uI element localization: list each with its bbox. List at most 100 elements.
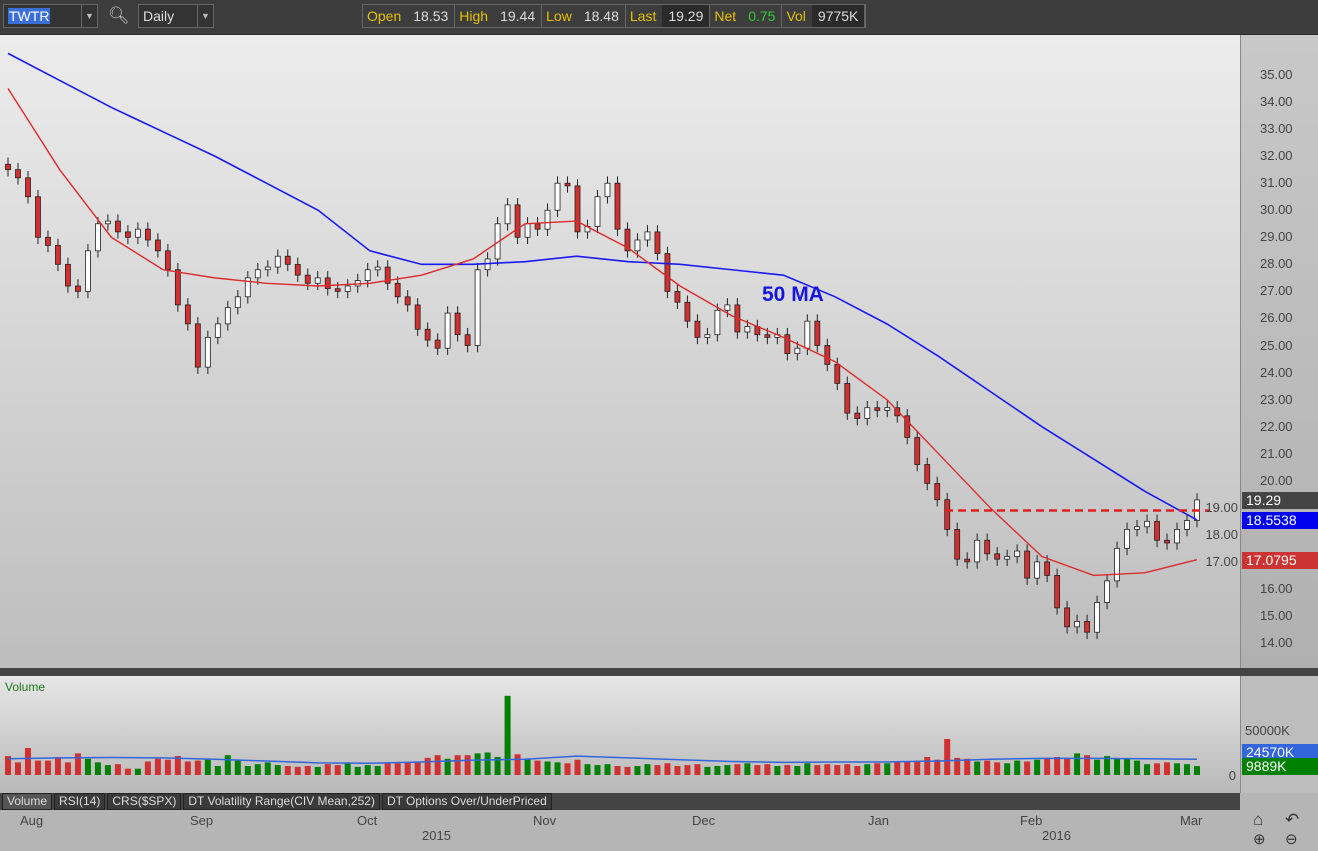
tab-options-priced[interactable]: DT Options Over/UnderPriced [381,793,552,810]
price-tick: 19.00 [1205,499,1238,515]
volume-bar [404,762,411,775]
candle [784,334,791,355]
volume-bar [864,764,871,775]
candle [1014,550,1021,557]
candle [214,323,221,338]
volume-pane-label: Volume [5,680,46,694]
home-icon[interactable]: ⌂ [1253,810,1264,829]
candle [724,304,731,311]
quote-label: Last [629,8,657,24]
candle [534,223,541,230]
candle [1034,561,1041,579]
candle [1104,580,1110,603]
candle [504,204,511,225]
price-tick: 31.00 [1260,175,1293,191]
volume-bar [44,760,51,775]
quote-net: Net 0.75 [710,5,783,27]
candle [1164,539,1170,544]
candle [1084,621,1090,633]
quote-value: 18.53 [413,8,449,24]
candle [374,266,381,271]
price-tick: 25.00 [1260,337,1293,353]
volume-bar [644,764,651,775]
volume-bar [624,766,631,775]
candle [834,364,841,384]
volume-bar [634,766,641,775]
candle [164,250,171,271]
volume-bar [334,765,341,775]
undo-icon[interactable]: ↶ [1285,810,1300,829]
zoom-out-icon[interactable]: ⊖ [1285,831,1298,848]
candle [764,334,771,338]
month-label: Nov [533,813,557,828]
magnifier-icon[interactable]: 🔍︎ [108,6,130,25]
candle [1134,526,1140,530]
price-chart-pane[interactable]: 50 MA [0,35,1240,668]
candle [1054,575,1061,609]
volume-bar [954,757,961,775]
candle [1004,556,1011,560]
volume-bar [884,763,891,775]
volume-bar [184,761,191,775]
candle [714,309,721,336]
candle [414,304,421,330]
volume-bar [494,757,501,775]
volume-bar [104,765,111,775]
volume-bar [1034,759,1041,775]
volume-bar [1124,758,1131,775]
volume-bar [574,759,581,775]
ma20-line [7,88,1198,577]
price-tick: 23.00 [1260,391,1293,407]
volume-bar [214,766,221,775]
volume-bar [134,768,141,775]
ma-annotation: 50 MA [762,283,824,306]
candle [324,277,331,290]
period-dropdown-chevron-icon[interactable]: ▼ [197,5,213,27]
price-tick: 24.00 [1260,364,1293,380]
candle [1144,520,1150,528]
volume-bar [294,766,301,775]
price-axis[interactable]: 19.29 18.5538 17.0795 35.00 34.00 33.00 32.00 3… [1205,35,1318,668]
volume-bar [174,756,181,775]
month-label: Oct [357,813,378,828]
price-chart-svg [5,52,1210,639]
candle [604,182,611,198]
candle [704,334,711,338]
candle [264,266,271,271]
candle [224,307,231,325]
candle [464,334,471,346]
quote-label: Low [546,8,572,24]
symbol-dropdown-chevron-icon[interactable]: ▼ [81,5,97,27]
volume-bar [434,755,441,775]
volume-bar [1154,763,1161,775]
volume-bar [424,757,431,775]
volume-bar [74,753,81,775]
volume-bar [784,765,791,775]
tab-rsi[interactable]: RSI(14) [54,793,106,810]
pane-divider[interactable] [0,668,1318,676]
volume-bar [674,766,681,775]
candle [554,182,561,211]
price-tick: 30.00 [1260,202,1293,218]
volume-bar [924,757,931,775]
candle [454,312,461,336]
candle [914,437,921,465]
volume-bar [834,765,841,775]
tab-volatility-range[interactable]: DT Volatility Range(CIV Mean,252) [183,793,380,810]
symbol-input[interactable]: TWTR ▼ [3,4,98,28]
candle [15,169,21,179]
volume-bar [54,757,61,775]
volume-bar [754,765,761,775]
volume-bar [604,764,611,775]
tab-crs[interactable]: CRS($SPX) [107,793,182,810]
month-label: Feb [1020,813,1043,828]
tab-volume[interactable]: Volume [2,793,53,810]
candle [334,288,341,292]
period-select[interactable]: Daily ▼ [138,4,214,28]
volume-pane[interactable]: Volume [0,676,1240,793]
candle [1024,550,1031,579]
volume-bar [1064,758,1071,775]
volume-bar [794,766,801,775]
candle [284,255,291,265]
zoom-in-icon[interactable]: ⊕ [1253,831,1266,848]
